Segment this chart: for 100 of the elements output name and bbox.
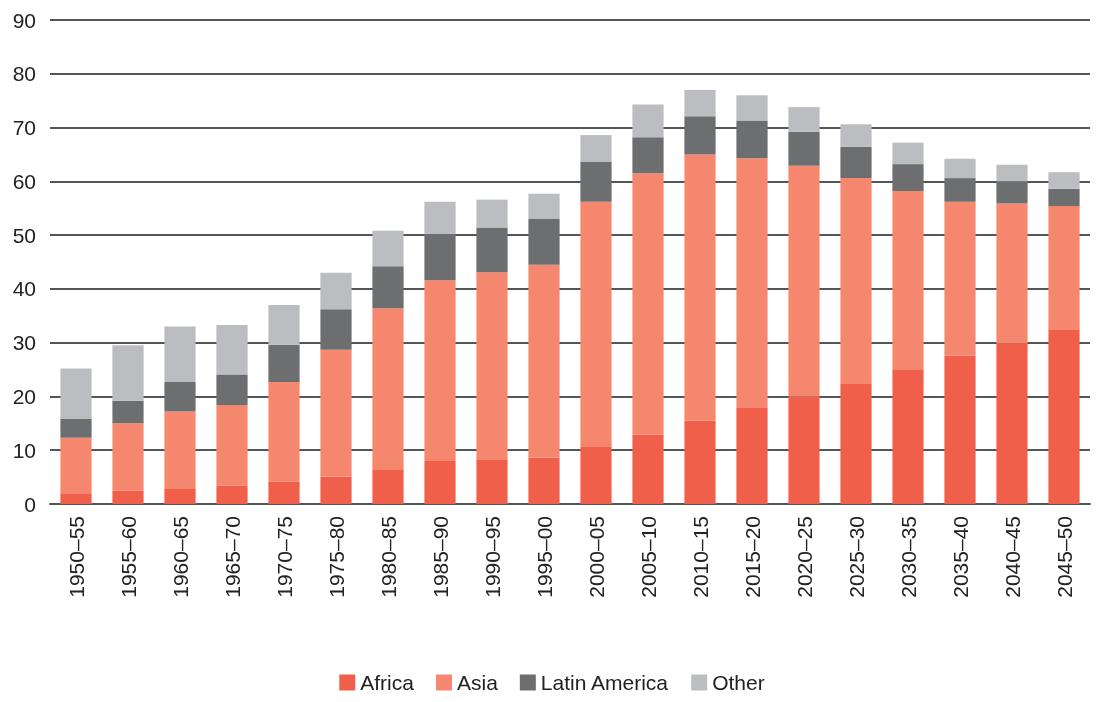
y-tick-label: 80 — [12, 62, 36, 86]
x-tick-label: 1985–90 — [428, 516, 452, 598]
bar — [528, 193, 560, 219]
bar — [684, 154, 716, 421]
bar — [268, 305, 300, 345]
bar — [996, 164, 1028, 182]
bar — [268, 344, 300, 382]
bar — [476, 227, 508, 273]
bar — [944, 158, 976, 179]
bar — [580, 161, 612, 202]
bar — [1048, 172, 1080, 189]
bar — [632, 434, 664, 504]
bar — [528, 264, 560, 458]
x-tick-label: 1965–70 — [220, 516, 244, 598]
bar — [996, 203, 1028, 344]
bar — [892, 370, 924, 504]
y-tick-label: 20 — [12, 384, 36, 408]
bar — [736, 120, 768, 159]
bar — [60, 493, 92, 504]
bar — [60, 419, 92, 438]
bar — [684, 116, 716, 155]
bar — [840, 178, 872, 385]
x-tick-label: 1995–00 — [532, 516, 556, 598]
y-tick-label: 10 — [12, 438, 36, 462]
y-tick-label: 90 — [12, 8, 36, 32]
bar — [60, 437, 92, 494]
bar — [216, 374, 248, 406]
x-tick-label: 2040–45 — [1000, 516, 1024, 598]
x-tick-label: 2005–10 — [636, 516, 660, 598]
bar — [60, 368, 92, 420]
bar — [944, 355, 976, 504]
bar — [632, 137, 664, 174]
bar — [788, 165, 820, 397]
bar — [840, 124, 872, 147]
bar — [112, 490, 144, 504]
bar — [580, 201, 612, 447]
bar — [372, 308, 404, 471]
bar — [1048, 206, 1080, 330]
bar — [112, 345, 144, 401]
y-tick-label: 70 — [12, 116, 36, 140]
y-tick-label: 50 — [12, 223, 36, 247]
bar — [320, 309, 352, 350]
bar — [840, 384, 872, 504]
bar — [892, 142, 924, 165]
bar — [632, 104, 664, 138]
bar — [320, 349, 352, 477]
bar — [112, 423, 144, 491]
bar — [164, 488, 196, 504]
x-tick-label: 2035–40 — [948, 516, 972, 598]
bar — [788, 131, 820, 166]
bar — [736, 158, 768, 408]
bar — [476, 199, 508, 228]
x-tick-label: 1960–65 — [168, 516, 192, 598]
bar — [476, 272, 508, 460]
bar — [1048, 329, 1080, 504]
bar — [372, 470, 404, 504]
legend-label: Africa — [360, 671, 415, 694]
x-tick-label: 2010–15 — [688, 516, 712, 598]
bar — [424, 201, 456, 235]
bar — [164, 381, 196, 412]
x-tick-label: 1970–75 — [272, 516, 296, 598]
bar — [684, 89, 716, 117]
bar — [580, 447, 612, 504]
x-tick-label: 2000–05 — [584, 516, 608, 598]
x-tick-label: 1990–95 — [480, 516, 504, 598]
x-tick-label: 1975–80 — [324, 516, 348, 598]
x-tick-label: 2025–30 — [844, 516, 868, 598]
bar — [892, 191, 924, 371]
bar — [164, 411, 196, 489]
bar — [372, 266, 404, 309]
bar — [788, 396, 820, 504]
bar — [216, 485, 248, 504]
bar — [944, 201, 976, 356]
bar — [528, 457, 560, 504]
x-tick-label: 2030–35 — [896, 516, 920, 598]
y-tick-label: 40 — [12, 277, 36, 301]
x-tick-label: 2020–25 — [792, 516, 816, 598]
bar — [996, 343, 1028, 504]
bar — [164, 326, 196, 382]
legend-label: Latin America — [540, 671, 669, 694]
bar — [632, 173, 664, 435]
bar — [424, 234, 456, 281]
legend-label: Asia — [456, 671, 499, 694]
x-tick-label: 2015–20 — [740, 516, 764, 598]
bar — [580, 135, 612, 162]
x-tick-label: 2045–50 — [1052, 516, 1076, 598]
bar — [320, 272, 352, 310]
bar — [268, 481, 300, 504]
y-tick-label: 30 — [12, 331, 36, 355]
bar — [840, 146, 872, 179]
bar — [216, 405, 248, 486]
bar — [372, 230, 404, 267]
x-tick-label: 1955–60 — [116, 516, 140, 598]
bar — [112, 400, 144, 424]
bar — [892, 164, 924, 192]
bar — [268, 381, 300, 482]
bar — [528, 218, 560, 265]
bar — [476, 459, 508, 504]
bar — [736, 95, 768, 121]
bar — [320, 476, 352, 504]
